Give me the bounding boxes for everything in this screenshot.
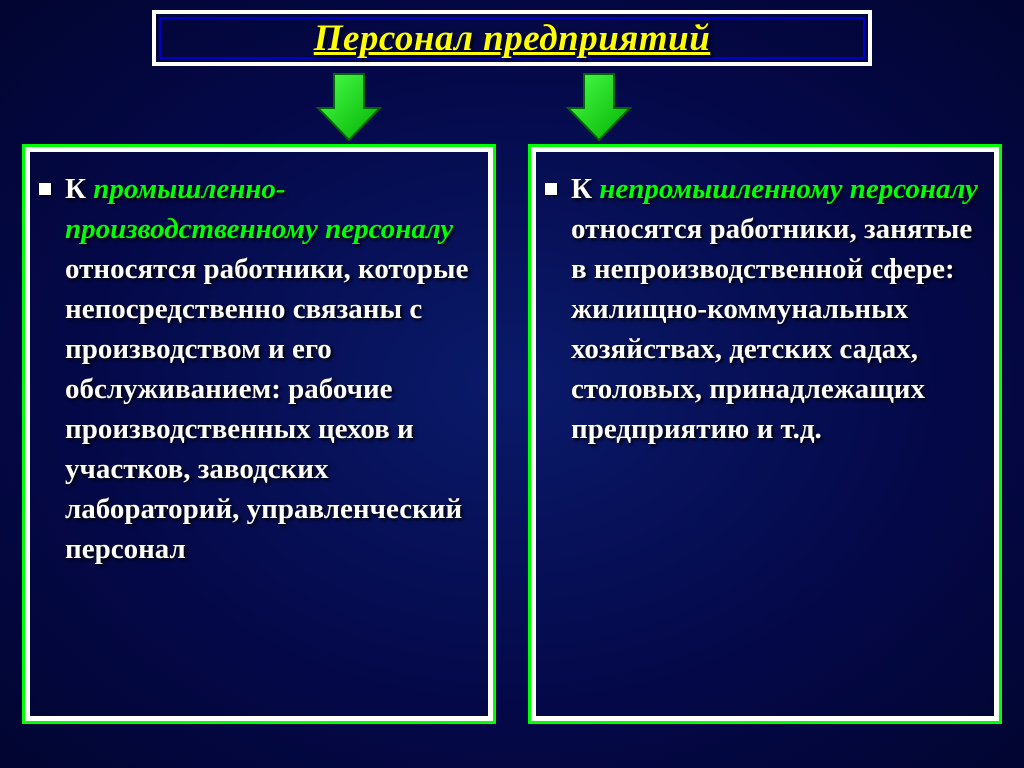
right-rest: относятся работники, занятые в непроизво… [571,213,972,445]
left-panel: К промышленно-производственному персонал… [22,144,496,724]
left-prefix: К [65,173,93,205]
list-item: К промышленно-производственному персонал… [65,169,475,569]
left-rest: относятся работники, которые непосредств… [65,253,468,565]
title-box-inner: Персонал предприятий [159,17,865,59]
list-item: К непромышленному персоналу относятся ра… [571,169,981,449]
title-box: Персонал предприятий [152,10,872,66]
right-panel: К непромышленному персоналу относятся ра… [528,144,1002,724]
bullet-icon [39,183,51,195]
left-highlight: промышленно-производственному персоналу [65,173,453,245]
left-text: К промышленно-производственному персонал… [65,169,475,569]
right-text: К непромышленному персоналу относятся ра… [571,169,981,449]
slide-title: Персонал предприятий [314,17,711,60]
bullet-icon [545,183,557,195]
arrow-down-right [560,70,638,144]
right-highlight: непромышленному персоналу [599,173,978,205]
right-prefix: К [571,173,599,205]
arrow-down-left [310,70,388,144]
